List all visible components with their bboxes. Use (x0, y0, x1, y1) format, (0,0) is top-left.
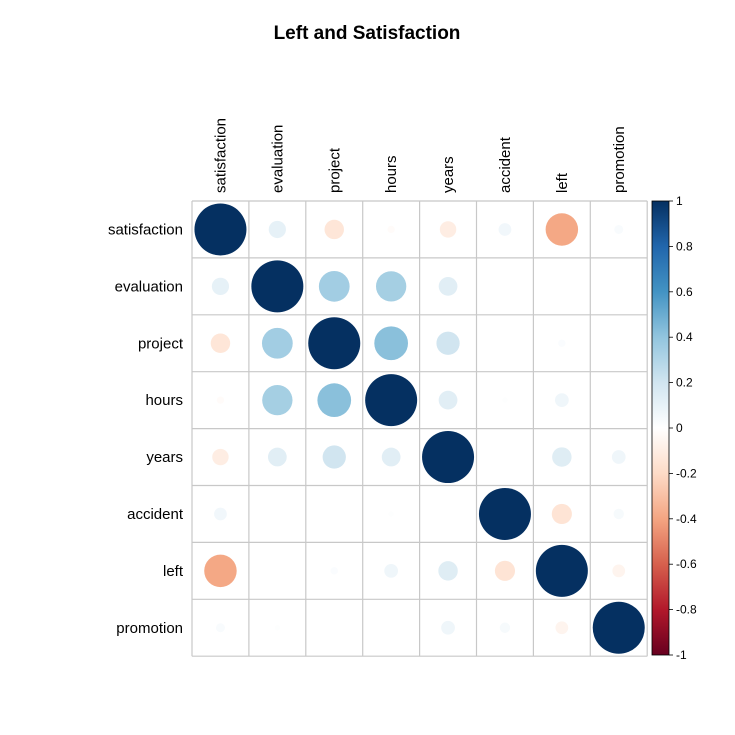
corr-circle-evaluation-satisfaction (211, 277, 230, 295)
corr-circle-left-hours (384, 563, 399, 578)
legend-tick-label: -0.6 (676, 557, 697, 571)
legend-tick-label: 0.6 (676, 285, 693, 299)
corr-circle-left-promotion (612, 564, 626, 578)
column-label-years: years (440, 156, 457, 193)
corr-circle-hours-hours (365, 374, 418, 427)
column-label-project: project (326, 147, 343, 193)
corr-circle-accident-satisfaction (214, 507, 227, 521)
correlation-cells (191, 200, 648, 657)
corr-circle-satisfaction-satisfaction (194, 203, 247, 256)
corr-circle-promotion-years (441, 620, 455, 635)
corr-circle-project-years (436, 331, 460, 355)
corr-circle-satisfaction-project (324, 219, 344, 240)
row-label-promotion: promotion (116, 620, 183, 637)
corr-circle-hours-accident (502, 397, 508, 403)
corr-circle-hours-satisfaction (216, 396, 225, 404)
corr-circle-satisfaction-hours (387, 225, 395, 234)
legend-color-bar (651, 200, 670, 656)
legend-tick-label: -1 (676, 648, 687, 662)
row-label-left: left (163, 563, 184, 580)
corr-circle-evaluation-evaluation (251, 260, 304, 313)
corr-circle-project-hours (374, 326, 408, 361)
legend-tick-label: -0.4 (676, 512, 697, 526)
corr-circle-promotion-promotion (592, 601, 645, 654)
corr-circle-years-evaluation (267, 447, 287, 467)
legend-tick-label: 0.4 (676, 330, 693, 344)
corr-circle-accident-promotion (613, 508, 624, 520)
column-label-accident: accident (497, 136, 514, 193)
row-label-hours: hours (145, 392, 183, 409)
legend-tick-label: 0 (676, 421, 683, 435)
chart-title: Left and Satisfaction (274, 23, 461, 44)
legend-tick-label: -0.8 (676, 603, 697, 617)
corr-circle-satisfaction-evaluation (268, 220, 286, 239)
corr-circle-satisfaction-left (545, 213, 579, 246)
corr-circle-project-project (308, 317, 361, 370)
corr-circle-promotion-left (555, 621, 569, 635)
corr-circle-satisfaction-promotion (614, 224, 624, 234)
row-label-project: project (138, 335, 184, 352)
corr-circle-hours-evaluation (262, 384, 293, 416)
corr-circle-promotion-satisfaction (215, 623, 225, 633)
row-label-accident: accident (127, 506, 184, 523)
corr-circle-satisfaction-accident (498, 223, 512, 236)
row-label-satisfaction: satisfaction (108, 221, 183, 238)
corr-circle-project-left (558, 339, 566, 347)
corr-circle-evaluation-years (438, 276, 458, 296)
corr-circle-years-promotion (611, 450, 626, 464)
corr-circle-years-satisfaction (212, 448, 229, 466)
corr-circle-left-accident (494, 560, 516, 581)
column-labels: satisfaction evaluation project hours years a… (212, 118, 627, 193)
column-label-satisfaction: satisfaction (212, 118, 229, 193)
column-label-promotion: promotion (611, 126, 628, 193)
legend-tick-label: 0.8 (676, 239, 693, 253)
corr-circle-years-project (322, 445, 346, 469)
legend-tick-label: -0.2 (676, 466, 697, 480)
row-label-evaluation: evaluation (115, 278, 183, 295)
corr-circle-left-left (535, 544, 588, 597)
corr-circle-left-satisfaction (204, 554, 237, 588)
column-label-hours: hours (383, 155, 400, 193)
corr-circle-accident-left (551, 503, 572, 525)
legend-tick-label: 0.2 (676, 376, 693, 390)
corr-circle-project-evaluation (261, 327, 293, 359)
corr-circle-accident-hours (388, 511, 394, 517)
column-label-evaluation: evaluation (269, 125, 286, 193)
corr-circle-hours-years (438, 390, 458, 410)
corr-circle-evaluation-hours (375, 271, 407, 302)
corr-circle-left-project (330, 567, 338, 575)
corr-circle-satisfaction-years (439, 221, 457, 238)
corr-circle-years-years (422, 431, 475, 484)
row-labels: satisfaction evaluation project hours years a… (108, 221, 184, 636)
legend-tick-label: 1 (676, 194, 683, 208)
corr-circle-hours-project (317, 383, 352, 417)
corr-circle-promotion-accident (499, 622, 511, 633)
corr-circle-accident-accident (478, 487, 531, 540)
corr-circle-years-left (552, 447, 572, 467)
corr-circle-project-satisfaction (210, 333, 231, 353)
column-label-left: left (554, 172, 571, 193)
corr-circle-promotion-evaluation (274, 625, 280, 631)
color-legend: 1 0.8 0.6 0.4 0.2 0 -0.2 -0.4 -0.6 -0.8 -1 (651, 194, 697, 662)
row-label-years: years (146, 449, 183, 466)
corr-circle-left-years (438, 561, 458, 581)
corr-circle-evaluation-project (318, 270, 350, 302)
corr-circle-years-hours (381, 447, 401, 467)
corr-circle-hours-left (554, 393, 569, 408)
